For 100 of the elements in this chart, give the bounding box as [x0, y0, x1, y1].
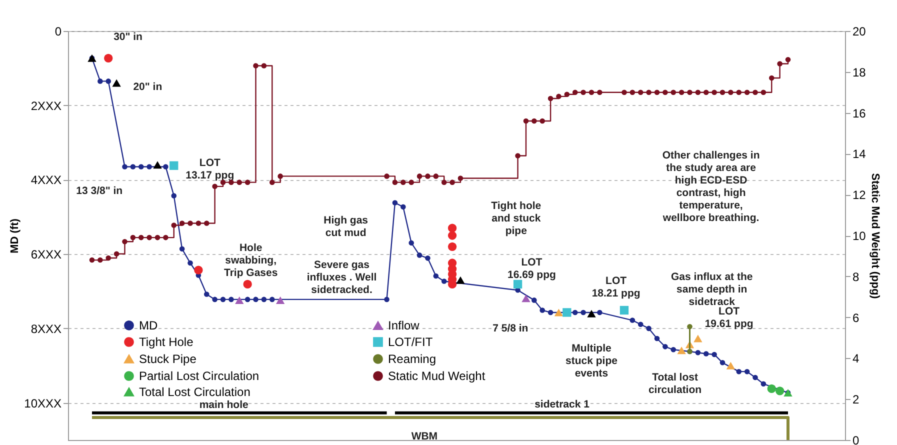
y2-tick-label: 18 [852, 65, 866, 80]
point [408, 240, 414, 246]
annotation: LOT 16.69 ppg [507, 256, 556, 281]
point [425, 256, 430, 261]
annotation: LOT 13.17 ppg [186, 156, 234, 182]
point [235, 296, 244, 304]
point [243, 280, 252, 289]
annotation: Gas influx at the same depth in sidetrack [671, 271, 753, 308]
point [220, 296, 226, 302]
point [736, 368, 742, 374]
point [122, 164, 128, 170]
point [726, 362, 736, 370]
point [712, 352, 717, 358]
annotation: 30" in [114, 30, 142, 43]
point [433, 273, 439, 279]
point [548, 310, 554, 316]
point [163, 164, 168, 170]
point [98, 78, 103, 84]
point [597, 310, 602, 316]
annotation: High gas cut mud [324, 214, 368, 240]
point [441, 278, 447, 284]
point [513, 280, 522, 289]
legend-label: Static Mud Weight [388, 369, 486, 383]
point [654, 336, 660, 342]
point [112, 79, 121, 87]
point [572, 310, 578, 316]
y-tick-label: 0 [54, 24, 62, 38]
y-tick-label: 2XXX [30, 98, 62, 113]
y2-tick-label: 0 [852, 434, 860, 445]
point [687, 324, 692, 330]
point [416, 252, 422, 258]
annotation: Hole swabbing, Trip Gases [224, 242, 278, 280]
y2-axis-title: Static Mud Weight (ppg) [868, 173, 881, 300]
annotation: LOT 18.21 ppg [592, 274, 640, 300]
annotation: 13 3/8" in [76, 184, 123, 197]
point [448, 242, 457, 251]
y-tick-label: 8XXX [30, 322, 62, 336]
point [400, 204, 406, 210]
point [587, 310, 596, 318]
point [276, 296, 285, 304]
point [670, 347, 676, 352]
annotation: main hole [199, 399, 248, 412]
point [580, 310, 586, 316]
legend-label: Stuck Pipe [139, 352, 197, 366]
point [646, 326, 652, 332]
y2-tick-label: 4 [852, 352, 860, 366]
annotation: Multiple stuck pipe events [566, 342, 618, 380]
point [106, 78, 112, 84]
legend-label: Total Lost Circulation [139, 385, 250, 399]
point [703, 351, 709, 356]
annotation: LOT 19.61 ppg [704, 306, 754, 330]
y2-tick-label: 8 [852, 270, 860, 284]
point [694, 334, 702, 342]
point [760, 381, 766, 386]
point [620, 306, 629, 315]
point [562, 308, 572, 317]
point [170, 161, 178, 170]
point [532, 298, 537, 303]
y2-tick-label: 20 [852, 24, 866, 38]
annotation: 7 5/8 in [492, 322, 528, 334]
y2-tick-label: 14 [852, 147, 866, 162]
point [130, 164, 136, 170]
legend-label: MD [139, 318, 158, 332]
point [212, 296, 218, 302]
point [775, 386, 784, 396]
annotation: sidetrack 1 [534, 398, 590, 410]
point [448, 231, 457, 240]
point [392, 200, 398, 206]
point [171, 193, 177, 198]
point [662, 344, 668, 350]
point [677, 346, 686, 354]
y2-tick-label: 6 [852, 310, 860, 325]
annotation: 20" in [133, 80, 162, 93]
y2-tick-label: 10 [852, 229, 866, 243]
legend-label: Inflow [388, 318, 420, 333]
point [752, 374, 758, 380]
point [522, 294, 530, 302]
point [744, 368, 750, 374]
point [194, 266, 203, 274]
point [104, 54, 113, 62]
annotation: Total lost circulation [648, 372, 702, 396]
point [269, 296, 275, 302]
point [630, 318, 636, 323]
point [540, 308, 545, 313]
point [204, 292, 210, 297]
annotation: WBM [411, 430, 438, 442]
point [188, 260, 193, 266]
y-tick-label: 4XXX [30, 173, 62, 188]
point [638, 322, 644, 328]
point [179, 246, 185, 252]
point [228, 296, 234, 302]
y-axis-title: MD (ft) [9, 218, 22, 254]
point [448, 224, 457, 232]
point [244, 296, 250, 302]
point [695, 350, 701, 356]
point [554, 308, 564, 316]
legend-label: LOT/FIT [388, 335, 434, 349]
legend-label: Partial Lost Circulation [139, 369, 260, 383]
y2-tick-label: 16 [852, 106, 866, 120]
point [153, 161, 162, 169]
